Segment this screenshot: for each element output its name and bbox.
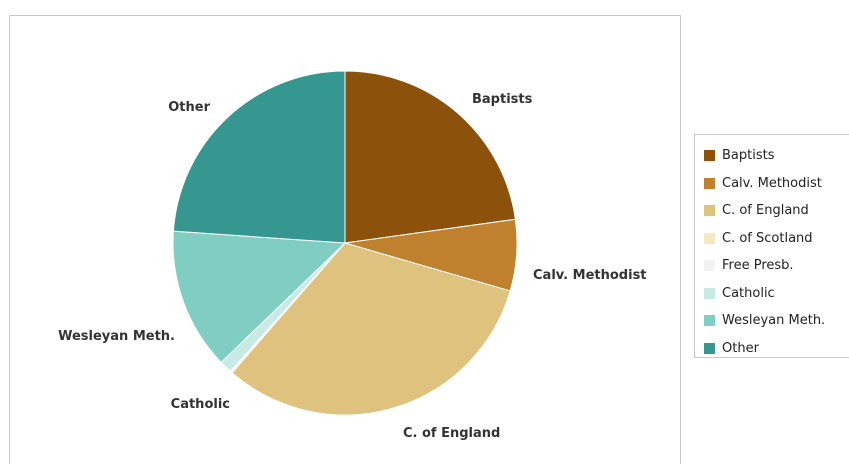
legend-label: Catholic — [722, 285, 775, 301]
legend-item[interactable]: Catholic — [704, 280, 849, 308]
legend-item[interactable]: Calv. Methodist — [704, 170, 849, 198]
legend-label: Free Presb. — [722, 258, 794, 274]
legend-swatch — [704, 205, 715, 217]
legend-item[interactable]: Wesleyan Meth. — [704, 307, 849, 335]
legend-swatch — [704, 177, 715, 189]
pie-slice-wesleyan-meth[interactable] — [172, 230, 347, 364]
legend-label: C. of England — [722, 203, 809, 219]
legend-label: Baptists — [722, 148, 775, 164]
legend-swatch — [704, 287, 715, 299]
legend-item[interactable]: Other — [704, 335, 849, 363]
legend-swatch — [704, 260, 715, 272]
slice-label-other: Other — [168, 100, 210, 115]
legend-swatch — [704, 315, 715, 327]
slice-label-catholic: Catholic — [171, 397, 230, 412]
slice-label-wesleyan-meth: Wesleyan Meth. — [58, 329, 175, 344]
pie-slice-other[interactable] — [172, 70, 346, 244]
legend-label: Calv. Methodist — [722, 175, 822, 191]
slice-label-c-of-england: C. of England — [403, 426, 500, 441]
legend-label: C. of Scotland — [722, 230, 813, 246]
legend: Baptists Calv. Methodist C. of England C. o… — [694, 134, 849, 358]
legend-item[interactable]: Free Presb. — [704, 252, 849, 280]
legend-swatch — [704, 232, 715, 244]
pie-slice-baptists[interactable] — [344, 70, 516, 244]
legend-item[interactable]: C. of Scotland — [704, 225, 849, 253]
legend-item[interactable]: Baptists — [704, 142, 849, 170]
legend-label: Wesleyan Meth. — [722, 313, 826, 329]
legend-label: Other — [722, 340, 759, 356]
legend-swatch — [704, 150, 715, 162]
pie-slice-c-of-england[interactable] — [231, 242, 511, 416]
legend-item[interactable]: C. of England — [704, 197, 849, 225]
slice-label-calv-methodist: Calv. Methodist — [533, 268, 647, 283]
slice-label-baptists: Baptists — [472, 92, 533, 107]
legend-swatch — [704, 342, 715, 354]
